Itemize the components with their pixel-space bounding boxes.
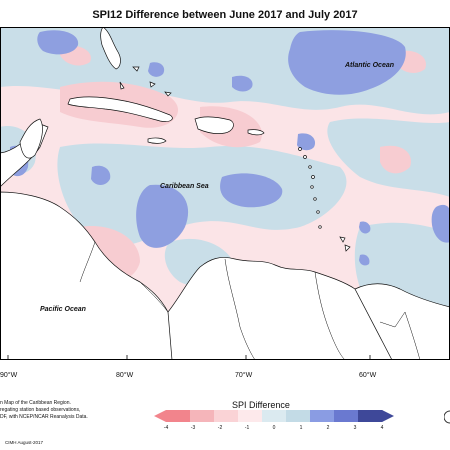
country-borders <box>79 241 421 360</box>
legend-tick-label: -1 <box>244 425 250 431</box>
pacific-ocean-label: Pacific Ocean <box>40 306 86 313</box>
legend-color-bar <box>154 410 394 422</box>
atlantic-ocean-label: Atlantic Ocean <box>345 62 395 69</box>
lon-label-80w: 80°W <box>116 372 134 379</box>
lon-label-70w: 70°W <box>235 372 253 379</box>
legend-swatch <box>190 410 215 422</box>
blue-anomaly-zones <box>10 30 450 266</box>
legend-swatch <box>166 410 191 422</box>
legend-swatch <box>358 410 383 422</box>
map-title: SPI12 Difference between June 2017 and J… <box>92 9 358 21</box>
source-note-line2: regating station based observations, <box>0 407 81 413</box>
legend-swatch <box>238 410 263 422</box>
legend-title: SPI Difference <box>232 400 290 410</box>
source-note-line1: n Map of the Caribbean Region. <box>0 400 71 406</box>
lon-label-90w: 90°W <box>0 372 18 379</box>
land-masses <box>0 27 450 360</box>
legend-arrow-right <box>382 410 394 422</box>
spi-difference-map <box>0 27 450 360</box>
legend-tick-label: 1 <box>299 425 303 431</box>
legend-swatch <box>286 410 311 422</box>
legend-arrow-left <box>154 410 166 422</box>
legend-tick-label: 4 <box>380 425 384 431</box>
legend-tick-label: 3 <box>353 425 357 431</box>
legend-swatch <box>334 410 359 422</box>
legend-tick-label: -3 <box>190 425 196 431</box>
credit-text: CIMH August-2017 <box>5 440 44 445</box>
legend-swatch <box>310 410 335 422</box>
longitude-ticks <box>7 355 371 360</box>
logo-mark <box>444 410 450 424</box>
legend-tick-label: 0 <box>272 425 276 431</box>
source-note-line3: DF, with NCEP/NCAR Reanalysis Data. <box>0 414 88 420</box>
lon-label-60w: 60°W <box>359 372 377 379</box>
legend-tick-label: -2 <box>217 425 223 431</box>
legend-swatch <box>214 410 239 422</box>
legend-tick-label: -4 <box>163 425 169 431</box>
caribbean-sea-label: Caribbean Sea <box>160 183 209 190</box>
legend-swatch <box>262 410 287 422</box>
legend-tick-label: 2 <box>326 425 330 431</box>
